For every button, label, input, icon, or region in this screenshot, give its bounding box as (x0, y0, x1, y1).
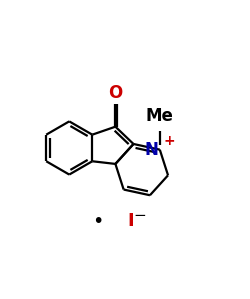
Text: •: • (91, 212, 103, 231)
Text: O: O (108, 83, 122, 102)
Text: N: N (144, 141, 158, 159)
Text: I: I (127, 212, 134, 230)
Text: +: + (162, 135, 174, 149)
Text: Me: Me (145, 107, 173, 125)
Text: −: − (133, 208, 145, 223)
